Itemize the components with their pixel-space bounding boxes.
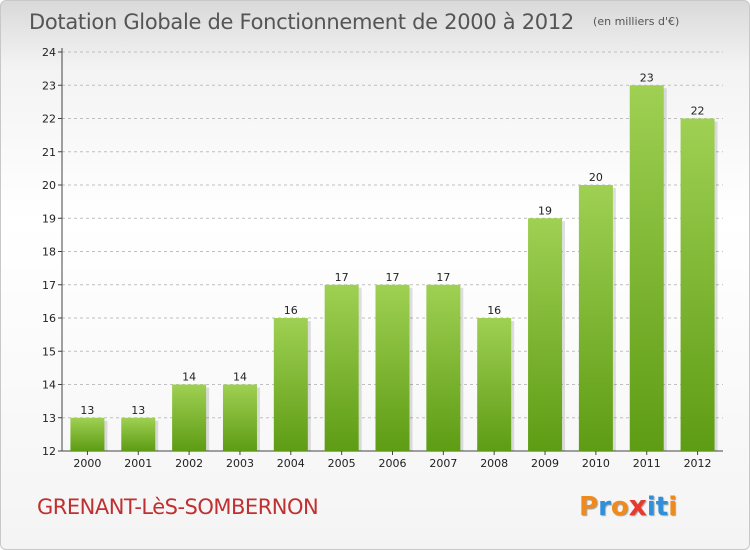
y-tick-label: 19: [42, 212, 56, 225]
x-tick-label: 2000: [73, 457, 101, 470]
bar: [375, 284, 410, 451]
chart-subtitle: (en milliers d'€): [593, 15, 680, 28]
bar: [121, 417, 156, 451]
x-tick-label: 2009: [531, 457, 559, 470]
x-tick-label: 2005: [328, 457, 356, 470]
bar-value-label: 14: [182, 371, 196, 384]
bar: [629, 85, 664, 451]
y-tick-label: 22: [42, 113, 56, 126]
bar: [172, 384, 207, 451]
logo-letter: r: [598, 492, 611, 522]
logo-letter: x: [628, 489, 647, 522]
x-tick-label: 2003: [226, 457, 254, 470]
logo-letter: i: [646, 492, 656, 522]
bar: [70, 417, 105, 451]
bar-value-label: 16: [487, 304, 501, 317]
bar: [222, 384, 257, 451]
y-tick-label: 17: [42, 279, 56, 292]
chart-title: Dotation Globale de Fonctionnement de 20…: [29, 10, 574, 34]
x-tick-label: 2001: [124, 457, 152, 470]
bar-value-label: 17: [335, 271, 349, 284]
bar-value-label: 17: [436, 271, 450, 284]
bar: [680, 118, 715, 451]
bar: [273, 318, 308, 451]
title-row: Dotation Globale de Fonctionnement de 20…: [29, 10, 679, 34]
bar: [477, 318, 512, 451]
bar: [426, 284, 461, 451]
bar-value-label: 23: [640, 71, 654, 84]
bar-value-label: 20: [589, 171, 603, 184]
x-tick-label: 2010: [582, 457, 610, 470]
bar-value-label: 19: [538, 204, 552, 217]
bar: [578, 185, 613, 451]
bar-value-label: 13: [80, 404, 94, 417]
bar: [324, 284, 359, 451]
proxiti-logo: Proxiti: [579, 489, 677, 522]
logo-letter: i: [668, 492, 678, 522]
y-tick-label: 14: [42, 379, 56, 392]
y-tick-label: 20: [42, 179, 56, 192]
y-tick-label: 24: [42, 46, 56, 59]
x-tick-label: 2012: [684, 457, 712, 470]
y-tick-label: 16: [42, 312, 56, 325]
bar-value-label: 14: [233, 371, 247, 384]
bar-value-label: 13: [131, 404, 145, 417]
bar-value-label: 22: [691, 105, 705, 118]
x-tick-label: 2004: [277, 457, 305, 470]
x-tick-label: 2011: [633, 457, 661, 470]
x-tick-label: 2007: [429, 457, 457, 470]
bar-value-label: 16: [284, 304, 298, 317]
y-tick-label: 21: [42, 146, 56, 159]
logo-letter: P: [579, 492, 599, 522]
bar-value-label: 17: [386, 271, 400, 284]
x-tick-label: 2002: [175, 457, 203, 470]
y-tick-label: 23: [42, 79, 56, 92]
logo-letter: o: [610, 492, 629, 522]
x-tick-label: 2006: [379, 457, 407, 470]
y-tick-label: 13: [42, 412, 56, 425]
x-tick-label: 2008: [480, 457, 508, 470]
town-name: GRENANT-LèS-SOMBERNON: [37, 495, 319, 519]
y-tick-label: 12: [42, 445, 56, 458]
bar: [528, 218, 563, 451]
y-tick-label: 15: [42, 345, 56, 358]
y-tick-label: 18: [42, 246, 56, 259]
logo-letter: t: [655, 492, 669, 522]
